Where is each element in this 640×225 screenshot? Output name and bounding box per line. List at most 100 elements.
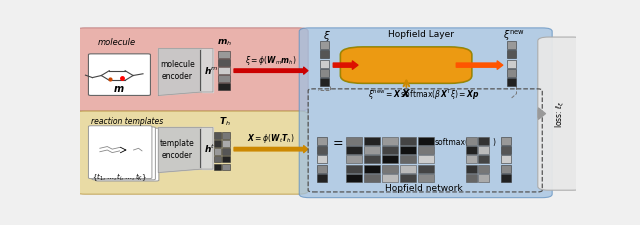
Text: Hopfield Layer: Hopfield Layer xyxy=(388,30,454,39)
Bar xyxy=(507,69,516,77)
Bar xyxy=(222,164,230,171)
Bar xyxy=(364,155,380,163)
Bar xyxy=(478,146,489,154)
Bar xyxy=(218,51,230,58)
Bar xyxy=(222,155,230,162)
Text: $\boldsymbol{h}^m$: $\boldsymbol{h}^m$ xyxy=(204,65,218,76)
Bar xyxy=(346,174,362,182)
Bar xyxy=(467,146,477,154)
Polygon shape xyxy=(202,128,213,169)
Bar xyxy=(346,155,362,163)
Bar xyxy=(418,174,434,182)
Bar xyxy=(214,164,221,171)
Bar xyxy=(467,155,477,163)
Bar xyxy=(507,60,516,68)
Bar xyxy=(400,137,416,145)
Bar xyxy=(500,137,511,145)
Bar xyxy=(418,155,434,163)
Bar xyxy=(364,146,380,154)
Text: loss: $\ell_\xi$: loss: $\ell_\xi$ xyxy=(554,100,567,128)
Text: =: = xyxy=(333,137,343,150)
Bar xyxy=(400,146,416,154)
Bar xyxy=(317,137,327,145)
Bar xyxy=(319,78,330,86)
Bar xyxy=(507,41,516,49)
Bar xyxy=(478,155,489,163)
Text: $\boldsymbol{m}$: $\boldsymbol{m}$ xyxy=(113,84,125,94)
Bar xyxy=(418,137,434,145)
Bar xyxy=(346,146,362,154)
FancyBboxPatch shape xyxy=(95,128,159,181)
Text: template
encoder: template encoder xyxy=(160,139,195,160)
Text: molecule
encoder: molecule encoder xyxy=(160,60,195,81)
Bar xyxy=(478,137,489,145)
Bar xyxy=(500,174,511,182)
FancyBboxPatch shape xyxy=(300,28,552,198)
Text: $\xi^\mathrm{new}$: $\xi^\mathrm{new}$ xyxy=(503,29,525,43)
Bar xyxy=(346,165,362,173)
Polygon shape xyxy=(202,49,213,92)
Bar xyxy=(467,137,477,145)
Text: $\{t_1,\ldots,t_i,\ldots,t_K\}$: $\{t_1,\ldots,t_i,\ldots,t_K\}$ xyxy=(92,172,147,183)
Bar xyxy=(218,75,230,82)
Bar xyxy=(364,137,380,145)
Bar xyxy=(319,69,330,77)
Bar xyxy=(382,146,398,154)
Text: $\boldsymbol{m}_h$: $\boldsymbol{m}_h$ xyxy=(218,37,232,48)
Bar xyxy=(222,132,230,139)
Bar xyxy=(400,174,416,182)
Bar xyxy=(218,67,230,74)
Bar xyxy=(319,41,330,49)
Text: Hopfield network: Hopfield network xyxy=(385,184,463,193)
Bar xyxy=(222,140,230,146)
Bar xyxy=(400,155,416,163)
Text: reaction templates: reaction templates xyxy=(91,117,163,126)
Bar xyxy=(467,165,477,173)
Polygon shape xyxy=(158,49,202,95)
Bar xyxy=(222,148,230,155)
Text: $\xi=\phi(\boldsymbol{W}_m\boldsymbol{m}_h)$: $\xi=\phi(\boldsymbol{W}_m\boldsymbol{m}… xyxy=(245,54,297,67)
Bar xyxy=(382,155,398,163)
Text: $\xi^\mathrm{new}=\boldsymbol{X}\,\mathrm{softmax}(\beta\,\boldsymbol{X}^T\xi)=\: $\xi^\mathrm{new}=\boldsymbol{X}\,\mathr… xyxy=(368,88,480,102)
Bar xyxy=(214,148,221,155)
Text: $\boldsymbol{X}=\phi(\boldsymbol{W}_t\boldsymbol{T}_h)$: $\boldsymbol{X}=\phi(\boldsymbol{W}_t\bo… xyxy=(247,132,295,145)
FancyBboxPatch shape xyxy=(75,111,308,194)
Bar xyxy=(467,174,477,182)
Bar xyxy=(500,146,511,154)
Bar xyxy=(317,165,327,173)
Text: molecule: molecule xyxy=(98,38,136,47)
Bar xyxy=(507,78,516,86)
Text: softmax(: softmax( xyxy=(435,138,468,147)
Bar xyxy=(346,137,362,145)
Bar xyxy=(382,137,398,145)
Bar xyxy=(400,165,416,173)
FancyBboxPatch shape xyxy=(75,28,308,111)
Text: $\boldsymbol{T}_h$: $\boldsymbol{T}_h$ xyxy=(219,115,231,128)
FancyBboxPatch shape xyxy=(340,47,472,83)
Bar xyxy=(418,146,434,154)
Bar xyxy=(214,132,221,139)
Bar xyxy=(218,83,230,90)
Bar xyxy=(507,50,516,58)
Bar xyxy=(319,50,330,58)
Text: $\xi$: $\xi$ xyxy=(323,29,330,43)
Bar xyxy=(500,165,511,173)
Bar xyxy=(500,155,511,163)
Polygon shape xyxy=(158,128,202,173)
FancyBboxPatch shape xyxy=(88,126,152,179)
Bar xyxy=(364,165,380,173)
FancyBboxPatch shape xyxy=(88,54,150,95)
FancyBboxPatch shape xyxy=(92,127,156,180)
FancyBboxPatch shape xyxy=(340,47,472,83)
Bar xyxy=(382,174,398,182)
Bar xyxy=(214,155,221,162)
Bar xyxy=(364,174,380,182)
Text: $\boldsymbol{h}^t$: $\boldsymbol{h}^t$ xyxy=(204,143,214,155)
Bar xyxy=(418,165,434,173)
Bar xyxy=(218,59,230,66)
Bar xyxy=(382,165,398,173)
Text: $\boldsymbol{X}$: $\boldsymbol{X}$ xyxy=(401,87,412,99)
Bar xyxy=(319,60,330,68)
Bar xyxy=(317,155,327,163)
Bar xyxy=(317,146,327,154)
